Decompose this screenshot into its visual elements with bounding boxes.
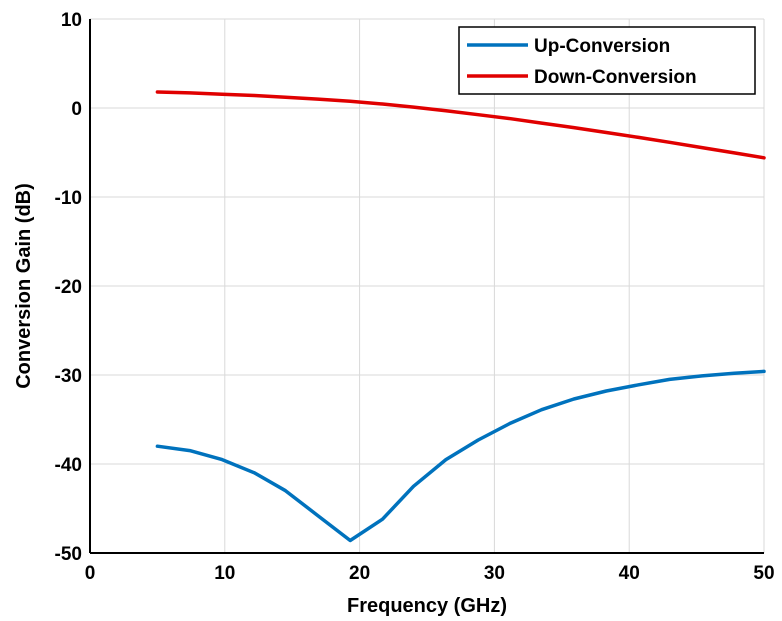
y-tick-label: -20: [55, 277, 82, 298]
y-tick-label: -40: [55, 455, 82, 476]
legend-label-down-conversion: Down-Conversion: [534, 67, 697, 88]
x-tick-label: 50: [753, 563, 774, 584]
x-tick-label: 10: [214, 563, 235, 584]
series-line-up-conversion: [155, 369, 766, 543]
y-tick-label: -50: [55, 544, 82, 565]
tick-labels: 0 10 20 30 40 50 10 0 -10 -20 -30 -40 -50: [55, 10, 775, 584]
y-axis-label: Conversion Gain (dB): [13, 183, 35, 389]
axes: [89, 19, 764, 554]
x-axis-label: Frequency (GHz): [347, 595, 507, 617]
y-tick-label: -30: [55, 366, 82, 387]
x-tick-label: 0: [85, 563, 96, 584]
grid-lines: [90, 18, 765, 553]
legend: Up-Conversion Down-Conversion: [458, 26, 756, 95]
x-tick-label: 20: [349, 563, 370, 584]
y-tick-label: 0: [71, 99, 82, 120]
series-line-down-conversion: [155, 90, 766, 160]
x-tick-label: 40: [619, 563, 640, 584]
y-tick-label: -10: [55, 188, 82, 209]
x-tick-label: 30: [484, 563, 505, 584]
legend-box: [458, 26, 756, 95]
series-lines: [155, 90, 766, 543]
legend-label-up-conversion: Up-Conversion: [534, 36, 670, 57]
y-tick-label: 10: [61, 10, 82, 31]
